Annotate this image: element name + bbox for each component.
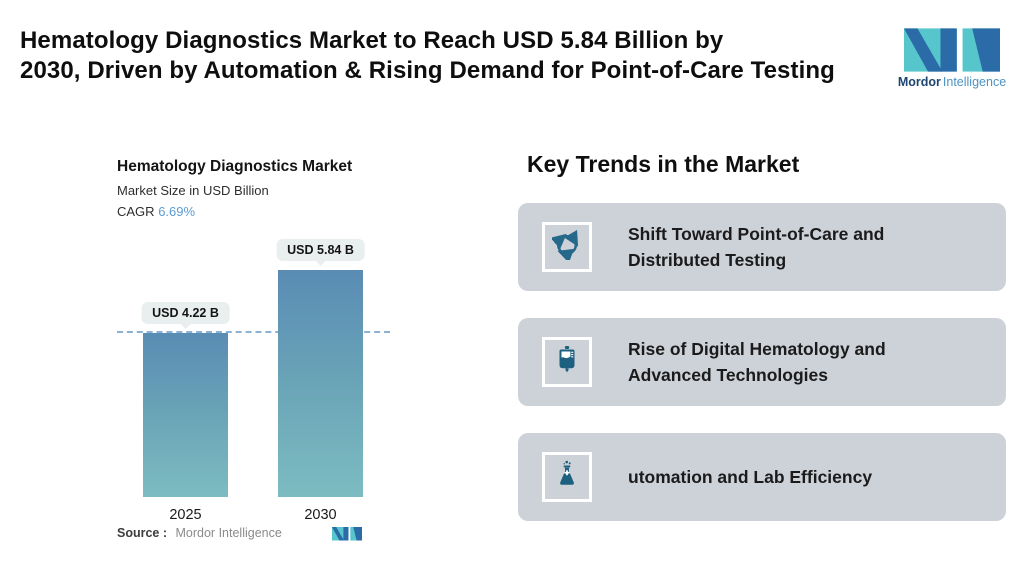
source-label: Source : [117,526,168,540]
x-axis-label-2025: 2025 [169,507,202,523]
trend-text: utomation and Lab Efficiency [628,467,873,487]
bar-value-label-2030: USD 5.84 B [276,239,365,261]
chart-title: Hematology Diagnostics Market [117,158,353,175]
source-row: Source : Mordor Intelligence [117,526,390,541]
blood-bag-icon [552,345,582,380]
trend-card-automation: utomation and Lab Efficiency [518,433,1006,521]
source-mordor-logo-icon [332,527,362,544]
x-axis-label-2030: 2030 [304,507,337,523]
trend-text: Rise of Digital Hematology and Advanced … [628,339,886,385]
bar-rect-2030 [278,270,363,497]
trend-text: Shift Toward Point-of-Care and Distribut… [628,224,885,270]
page-title-line2: 2030, Driven by Automation & Rising Dema… [20,57,835,84]
chart-subtitle: Market Size in USD Billion [117,183,269,198]
reference-dashed-line [117,331,390,333]
key-trends-section: Key Trends in the Market S [518,145,1006,521]
recycle-icon [550,229,582,265]
bar-rect-2025 [143,333,228,497]
logo-caption: Mordor Intelligence [897,75,1007,89]
icon-box [542,337,592,387]
flask-icon [552,460,582,495]
bar-value-label-2025: USD 4.22 B [141,302,230,324]
market-bar-chart: Hematology Diagnostics Market Market Siz… [117,158,390,568]
trend-card-digital-hematology: Rise of Digital Hematology and Advanced … [518,318,1006,406]
chart-plot-area: USD 4.22 B 2025 USD 5.84 B 2030 [117,239,390,523]
logo-brand-light: Intelligence [942,75,1007,89]
mordor-intelligence-logo: Mordor Intelligence [897,28,1007,89]
cagr-value: 6.69% [158,204,196,219]
cagr-label: CAGR [117,204,155,219]
trend-card-point-of-care: Shift Toward Point-of-Care and Distribut… [518,203,1006,291]
chart-cagr: CAGR 6.69% [117,204,390,219]
source-value: Mordor Intelligence [175,526,282,540]
key-trends-heading: Key Trends in the Market [527,151,800,177]
icon-box [542,222,592,272]
icon-box [542,452,592,502]
page-title: Hematology Diagnostics Market to Reach U… [20,26,835,86]
page-title-line1: Hematology Diagnostics Market to Reach U… [20,27,724,54]
logo-brand-bold: Mordor [897,75,941,89]
mordor-logo-icon [897,28,1007,72]
